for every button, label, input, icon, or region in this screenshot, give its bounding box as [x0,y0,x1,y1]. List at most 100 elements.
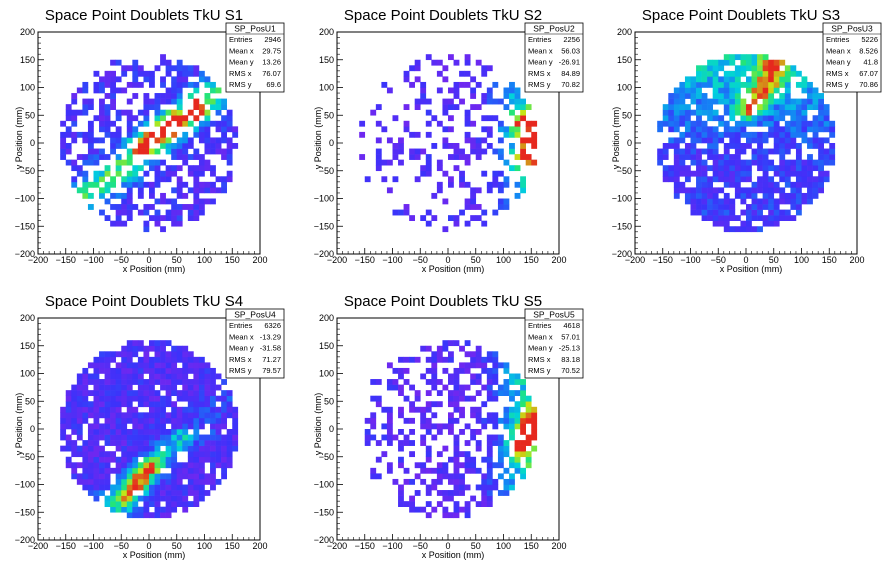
heatmap-cell [779,159,786,166]
heatmap-cell [198,154,205,160]
heatmap-cell [453,395,460,402]
heatmap-cell [165,417,172,424]
heatmap-cell [492,390,499,396]
heatmap-cell [807,159,813,166]
heatmap-cell [210,406,216,413]
heatmap-cell [126,204,133,210]
heatmap-cell [801,87,808,94]
y-tick-label: 150 [319,341,334,351]
heatmap-cell [99,104,105,110]
heatmap-cell [801,98,808,105]
heatmap-cell [475,445,482,452]
heatmap-cell [93,115,100,122]
heatmap-cell [87,143,94,149]
heatmap-cell [137,506,144,513]
heatmap-cell [149,501,155,507]
heatmap-cell [690,131,697,138]
heatmap-cell [137,467,144,474]
heatmap-cell [226,395,233,402]
heatmap-cell [486,143,493,149]
heatmap-cell [215,462,222,469]
heatmap-cell [132,434,139,441]
heatmap-cell [215,423,222,430]
heatmap-cell [509,109,515,116]
heatmap-cell [126,137,133,144]
heatmap-cell [812,126,819,133]
heatmap-cell [497,170,504,177]
heatmap-cell [740,176,747,183]
heatmap-cell [746,109,752,116]
heatmap-cell [729,159,736,166]
heatmap-cell [121,181,128,188]
heatmap-cell [448,495,454,502]
heatmap-cell [807,98,813,105]
heatmap-cell [160,192,166,199]
heatmap-cell [403,70,410,77]
heatmap-cell [497,440,504,446]
heatmap-cell [160,423,166,430]
heatmap-cell [486,445,493,452]
heatmap-cell [115,417,122,424]
heatmap-cell [115,165,122,172]
heatmap-cell [740,120,747,127]
heatmap-cell [779,131,786,138]
heatmap-cell [773,181,780,188]
heatmap-cell [729,104,736,110]
heatmap-cell [126,506,133,513]
heatmap-cell [176,87,183,94]
heatmap-cell [740,54,747,61]
heatmap-cell [221,451,227,458]
heatmap-cell [370,467,377,474]
heatmap-cell [154,423,161,430]
heatmap-cell [662,120,669,127]
heatmap-cell [115,379,122,385]
heatmap-cell [99,192,105,199]
heatmap-cell [503,412,510,419]
heatmap-cell [104,93,111,99]
x-tick-label: −100 [382,255,402,265]
heatmap-cell [176,176,183,183]
heatmap-cell [104,484,111,491]
heatmap-cell [475,362,482,369]
heatmap-cell [701,187,708,194]
heatmap-cell [193,367,200,374]
heatmap-cell [442,137,449,144]
heatmap-cell [110,351,116,358]
heatmap-cell [425,367,432,374]
heatmap-cell [210,434,216,441]
heatmap-cell [768,198,775,205]
heatmap-cell [187,478,194,485]
heatmap-cell [143,204,150,210]
heatmap-cell [701,215,708,221]
heatmap-cell [723,181,730,188]
heatmap-cell [104,473,111,480]
heatmap-cell [807,176,813,183]
heatmap-cell [481,93,488,99]
heatmap-cell [176,109,183,116]
heatmap-cell [795,154,802,160]
heatmap-cell [210,120,216,127]
heatmap-cell [520,467,526,474]
heatmap-cell [470,148,477,155]
heatmap-cell [673,159,680,166]
heatmap-cell [176,148,183,155]
heatmap-cell [459,176,465,183]
heatmap-cell [712,220,719,227]
heatmap-cell [679,187,686,194]
x-tick-label: −50 [711,255,726,265]
heatmap-cell [448,390,454,396]
heatmap-cell [684,176,691,183]
heatmap-cell [464,131,471,138]
heatmap-cell [204,451,211,458]
heatmap-cell [115,434,122,441]
heatmap-cell [503,198,510,205]
heatmap-cell [431,59,438,66]
heatmap-cell [215,98,222,105]
heatmap-cell [104,170,111,177]
heatmap-cell [768,181,775,188]
heatmap-cell [729,54,736,61]
heatmap-cell [779,198,786,205]
heatmap-cell [436,501,443,507]
heatmap-cell [420,434,427,441]
heatmap-cell [137,429,144,435]
